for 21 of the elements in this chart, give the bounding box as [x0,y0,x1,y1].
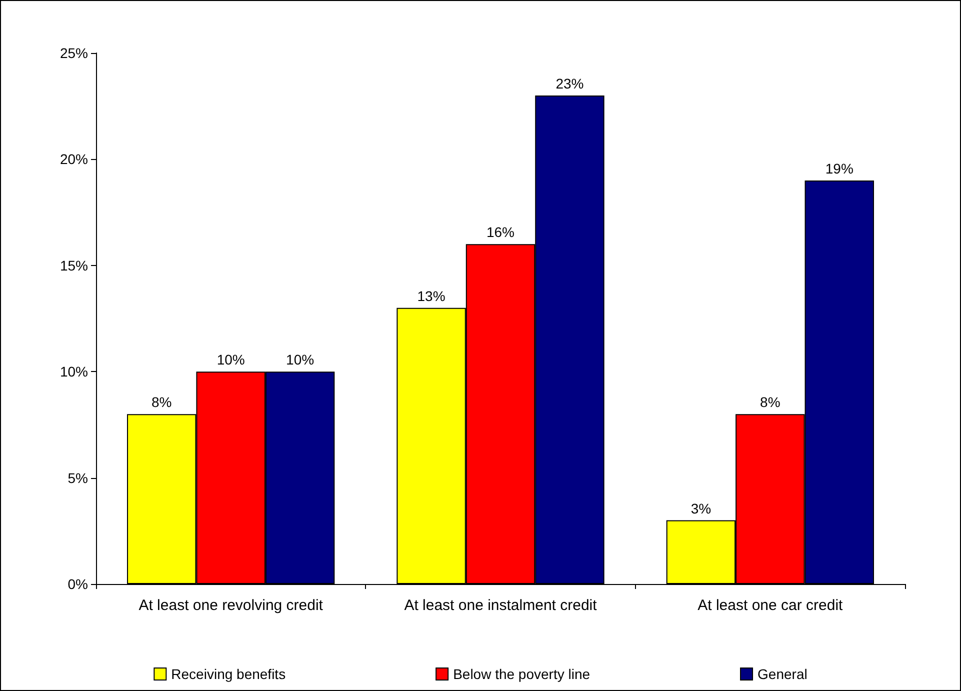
data-label: 10% [286,352,314,368]
y-tick-label: 0% [68,576,88,592]
legend-label: Receiving benefits [171,666,286,682]
data-label: 16% [486,224,515,240]
data-label: 3% [690,500,712,516]
data-label: 8% [152,394,172,410]
data-label: 10% [216,352,245,368]
data-label: 13% [417,288,446,304]
x-tick-label: At least one revolving credit [138,597,324,614]
x-tick-label: At least one instalment credit [404,597,598,614]
y-tick-label: 20% [60,151,88,168]
data-label: 8% [760,394,780,410]
data-label: 23% [556,75,584,92]
y-tick-label: 15% [60,257,88,274]
data-label: 19% [825,160,854,176]
y-tick-label: 5% [68,470,88,486]
x-tick-label: At least one car credit [698,597,844,614]
legend-label: Below the poverty line [453,666,590,682]
legend-label: General [758,666,808,682]
y-tick-label: 25% [60,45,88,61]
y-tick-label: 10% [60,364,88,380]
